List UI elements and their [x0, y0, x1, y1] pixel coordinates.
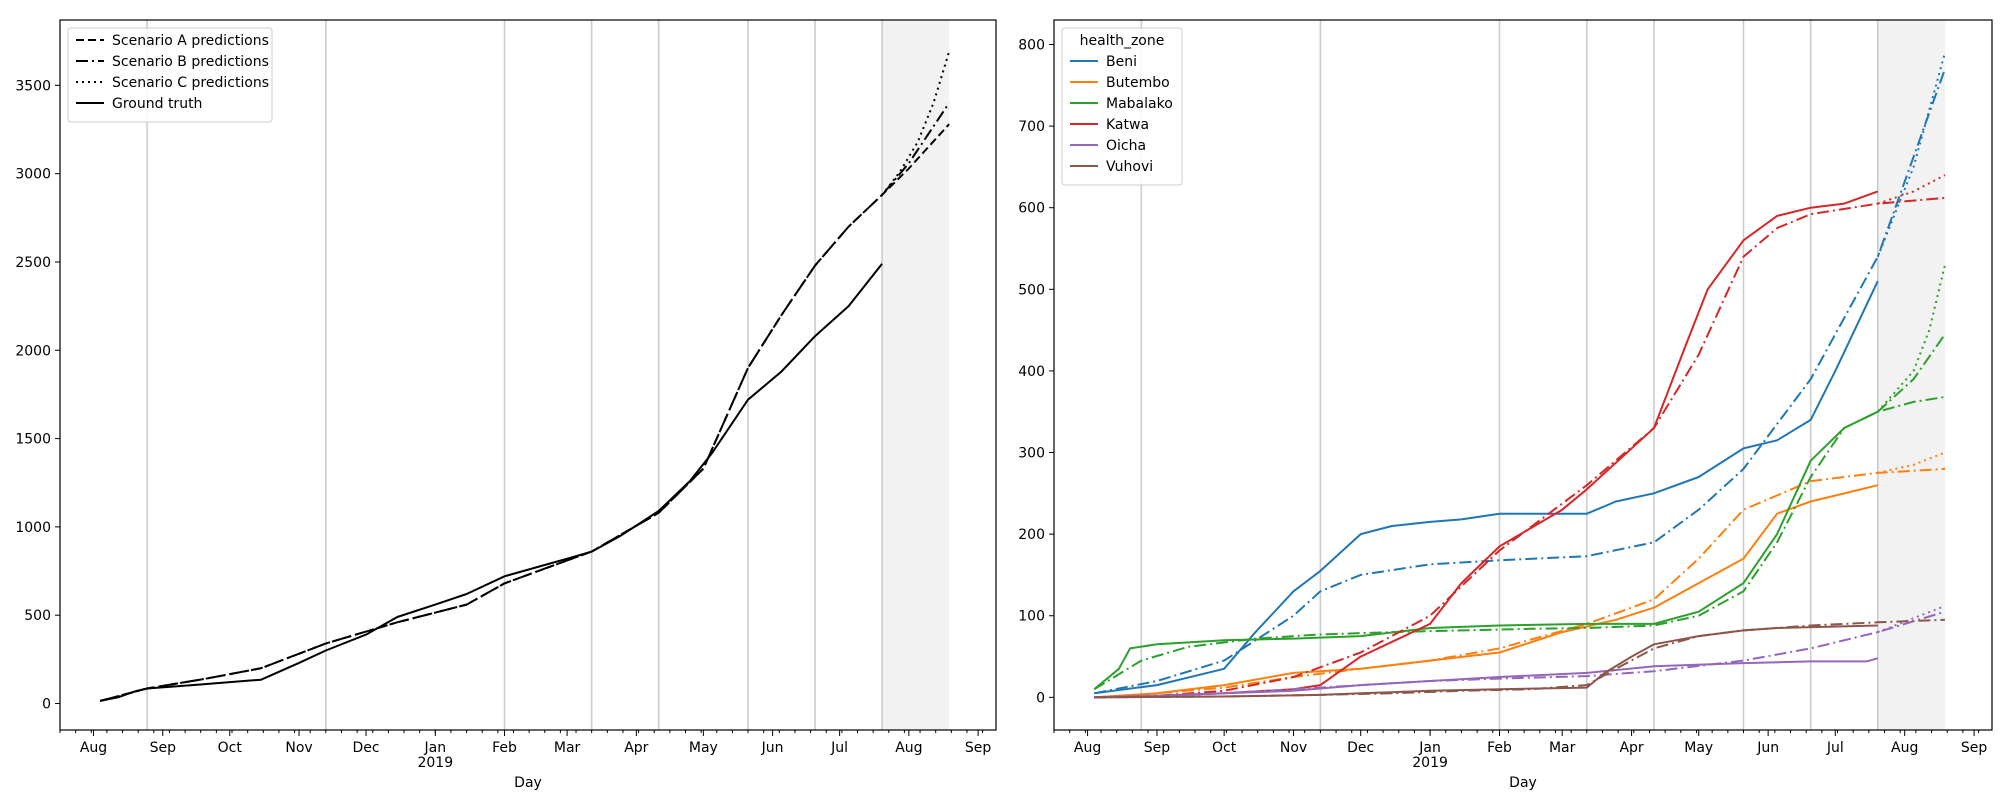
series-line [881, 51, 951, 196]
series-group [99, 51, 951, 702]
y-tick-label: 300 [1018, 446, 1045, 462]
x-tick-label: Oct [1212, 740, 1237, 756]
series-line [100, 263, 883, 702]
x-tick-label: Sep [1961, 740, 1988, 756]
y-tick-label: 800 [1018, 37, 1045, 53]
legend-label: Beni [1106, 54, 1137, 70]
x-tick-label: Jun [761, 740, 784, 756]
zone-scenario-b-line [1877, 333, 1946, 413]
x-tick-label: Jul [1826, 740, 1844, 756]
health-zone-chart: 0 100 200 300 400 500 600 700 800 Aug Sep Oct Nov Dec… [1018, 19, 1993, 791]
y-tick-label: 2500 [15, 255, 51, 271]
plot-frame [59, 19, 997, 731]
legend-label: Vuhovi [1106, 159, 1153, 175]
plot-frame [1053, 19, 1993, 731]
legend-label: Scenario B predictions [112, 54, 269, 70]
y-tick-label: 1000 [15, 520, 51, 536]
legend-label: Ground truth [112, 96, 202, 112]
y-tick-label: 2000 [15, 343, 51, 359]
x-tick-label: Dec [1347, 740, 1374, 756]
x-tick-label: Apr [624, 740, 648, 756]
x-year-label: 2019 [1412, 755, 1448, 771]
x-tick-label: Aug [895, 740, 922, 756]
x-tick-label: Mar [1549, 740, 1576, 756]
legend: Scenario A predictions Scenario B predict… [67, 27, 273, 123]
zone-scenario-c-line [1877, 605, 1946, 634]
zone-prediction-line [1094, 196, 1946, 699]
zone-truth-line [1093, 410, 1879, 690]
x-tick-label: Jul [830, 740, 848, 756]
x-year-label: 2019 [417, 755, 453, 771]
x-tick-label: Apr [1619, 740, 1643, 756]
y-tick-label: 600 [1018, 201, 1045, 217]
y-tick-label: 3000 [15, 167, 51, 183]
y-tick-label: 0 [42, 697, 51, 713]
zone-prediction-line [1094, 610, 1946, 699]
y-tick-label: 700 [1018, 119, 1045, 135]
x-axis-label: Day [1509, 775, 1537, 791]
x-tick-label: May [689, 740, 718, 756]
y-tick-label: 0 [1036, 690, 1045, 706]
zone-truth-line [1094, 280, 1879, 695]
legend: health_zone Beni Butembo Mabalako Katwa Oicha… [1061, 27, 1183, 186]
total-cases-chart: 0 500 1000 1500 2000 2500 3000 3500 Aug Sep Oct Nov… [15, 19, 997, 791]
x-tick-label: Sep [1144, 740, 1171, 756]
zone-scenario-c-line [1877, 174, 1946, 205]
zone-prediction-line [1094, 68, 1946, 695]
zone-truth-line [1094, 484, 1879, 699]
forecast-shaded-region [1877, 20, 1945, 730]
legend-label: Oicha [1106, 138, 1146, 154]
y-tick-label: 500 [24, 608, 51, 624]
y-tick-label: 400 [1018, 364, 1045, 380]
x-tick-label: Mar [554, 740, 581, 756]
x-tick-label: Sep [965, 740, 992, 756]
y-tick-label: 500 [1018, 282, 1045, 298]
series-line [99, 102, 950, 702]
y-tick-label: 1500 [15, 432, 51, 448]
x-tick-label: Aug [1074, 740, 1101, 756]
series-line [99, 123, 950, 702]
x-tick-label: Nov [285, 740, 312, 756]
x-tick-label: May [1684, 740, 1713, 756]
y-tick-label: 200 [1018, 527, 1045, 543]
zone-prediction-line [1094, 467, 1946, 699]
zone-prediction-line [1094, 618, 1946, 699]
zone-scenario-c-line [1876, 52, 1946, 258]
legend-label: Katwa [1106, 117, 1149, 133]
x-tick-label: Jun [1756, 740, 1779, 756]
zone-scenario-c-line [1877, 451, 1946, 474]
legend-box [67, 27, 273, 123]
legend-label: Butembo [1106, 75, 1170, 91]
series-group [1093, 52, 1946, 699]
y-tick-label: 3500 [15, 78, 51, 94]
x-tick-label: Jan [423, 740, 446, 756]
zone-truth-line [1094, 657, 1879, 699]
forecast-shaded-region [882, 20, 950, 730]
x-tick-label: Nov [1280, 740, 1307, 756]
legend-title: health_zone [1080, 33, 1165, 49]
x-axis-label: Day [514, 775, 542, 791]
x-tick-label: Dec [352, 740, 379, 756]
legend-label: Scenario A predictions [112, 33, 269, 49]
x-tick-label: Sep [150, 740, 177, 756]
legend-label: Mabalako [1106, 96, 1173, 112]
zone-truth-line [1094, 624, 1878, 699]
y-tick-label: 100 [1018, 609, 1045, 625]
x-tick-label: Feb [492, 740, 517, 756]
x-tick-label: Aug [1891, 740, 1918, 756]
x-tick-label: Aug [80, 740, 107, 756]
x-tick-label: Jan [1418, 740, 1441, 756]
x-tick-label: Oct [218, 740, 243, 756]
x-tick-label: Feb [1487, 740, 1512, 756]
legend-label: Scenario C predictions [112, 75, 269, 91]
